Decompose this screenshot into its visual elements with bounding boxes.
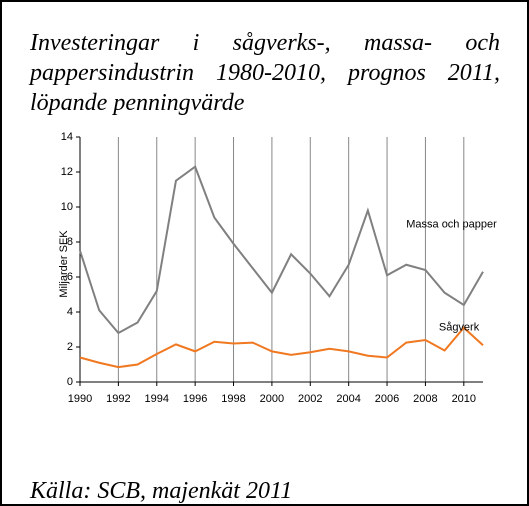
x-tick-label: 1996: [183, 393, 207, 405]
y-tick-label: 4: [67, 306, 73, 318]
x-tick-label: 1994: [145, 393, 169, 405]
x-tick-label: 2006: [375, 393, 399, 405]
source-note: Källa: SCB, majenkät 2011: [30, 478, 293, 504]
x-tick-label: 1992: [106, 393, 130, 405]
y-tick-label: 14: [61, 131, 73, 143]
x-tick-label: 1998: [221, 393, 245, 405]
y-tick-label: 12: [61, 166, 73, 178]
series-label: Massa och papper: [406, 218, 497, 230]
series-line: [79, 165, 484, 335]
y-tick-label: 8: [67, 236, 73, 248]
series-line: [79, 326, 484, 369]
x-tick-label: 2004: [336, 393, 360, 405]
x-tick-label: 1990: [68, 393, 92, 405]
y-tick-label: 10: [61, 201, 73, 213]
y-axis-label: Miljarder SEK: [58, 230, 70, 298]
series-label: Sågverk: [439, 322, 480, 334]
y-tick-label: 6: [67, 271, 73, 283]
y-tick-label: 2: [67, 341, 73, 353]
y-tick-label: 0: [67, 376, 73, 388]
x-tick-label: 2008: [413, 393, 437, 405]
x-tick-label: 2010: [452, 393, 476, 405]
x-tick-label: 2000: [260, 393, 284, 405]
chart-title: Investeringar i sågverks-, massa- och pa…: [30, 30, 500, 116]
x-tick-label: 2002: [298, 393, 322, 405]
